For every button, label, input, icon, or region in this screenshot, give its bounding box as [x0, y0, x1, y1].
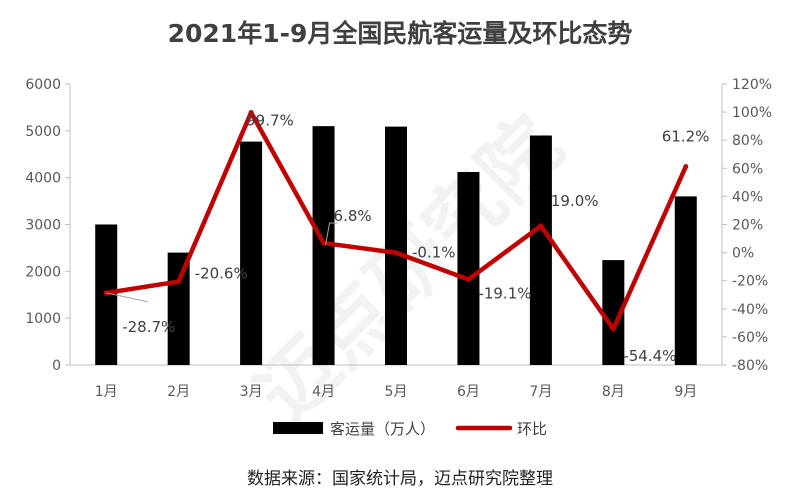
legend-swatch-bars	[273, 422, 323, 434]
line-point	[248, 110, 254, 116]
line-data-label: -0.1%	[412, 244, 456, 262]
x-tick-label: 1月	[95, 384, 118, 400]
x-tick-label: 8月	[602, 384, 625, 400]
chart-title: 2021年1-9月全国民航客运量及环比态势	[167, 19, 633, 48]
right-tick-label: -20%	[732, 274, 768, 290]
left-tick-label: 1000	[25, 311, 61, 327]
bar-passenger-volume	[167, 252, 190, 365]
left-tick-label: 0	[52, 358, 61, 374]
right-tick-label: 100%	[732, 105, 772, 121]
right-tick-label: -80%	[732, 358, 768, 374]
right-tick-label: 80%	[732, 133, 763, 149]
right-tick-label: -60%	[732, 330, 768, 346]
line-data-label: -28.7%	[122, 318, 175, 336]
line-point	[393, 250, 399, 256]
x-tick-label: 9月	[674, 384, 697, 400]
right-tick-label: 120%	[732, 77, 772, 93]
right-tick-label: 60%	[732, 161, 763, 177]
left-tick-label: 4000	[25, 171, 61, 187]
right-tick-label: 0%	[732, 246, 754, 262]
x-tick-label: 2月	[167, 384, 190, 400]
legend-label-bars: 客运量（万人）	[330, 420, 435, 438]
bar-passenger-volume	[674, 196, 697, 365]
bar-passenger-volume	[529, 135, 552, 365]
bar-passenger-volume	[602, 260, 625, 365]
x-tick-label: 6月	[457, 384, 480, 400]
line-data-label: -54.4%	[623, 347, 676, 365]
line-data-label: 61.2%	[662, 128, 710, 146]
left-tick-label: 2000	[25, 264, 61, 280]
line-point	[683, 164, 689, 170]
leader-line	[325, 222, 338, 246]
right-tick-label: -40%	[732, 302, 768, 318]
bar-passenger-volume	[385, 126, 407, 365]
bar-passenger-volume	[240, 141, 263, 365]
x-tick-label: 4月	[312, 384, 335, 400]
line-point	[321, 240, 327, 246]
line-data-label: -19.1%	[478, 284, 531, 302]
left-tick-label: 3000	[25, 218, 61, 234]
line-point	[465, 276, 471, 282]
legend-label-line: 环比	[517, 420, 547, 438]
line-data-label: 6.8%	[334, 207, 372, 225]
right-tick-label: 40%	[732, 189, 763, 205]
line-data-label: -20.6%	[195, 265, 248, 283]
line-point	[176, 279, 182, 285]
data-source-note: 数据来源：国家统计局，迈点研究院整理	[247, 469, 553, 489]
line-point	[610, 326, 616, 332]
left-tick-label: 6000	[25, 77, 61, 93]
bar-passenger-volume	[457, 172, 480, 365]
bar-passenger-volume	[312, 126, 335, 366]
line-point	[538, 223, 544, 229]
line-data-label: 99.7%	[246, 112, 294, 130]
x-tick-label: 7月	[529, 384, 552, 400]
x-tick-label: 5月	[385, 384, 408, 400]
leader-line	[106, 292, 149, 303]
right-tick-label: 20%	[732, 218, 763, 234]
line-data-label: 19.0%	[551, 192, 599, 210]
left-tick-label: 5000	[25, 124, 61, 140]
x-tick-label: 3月	[240, 384, 263, 400]
